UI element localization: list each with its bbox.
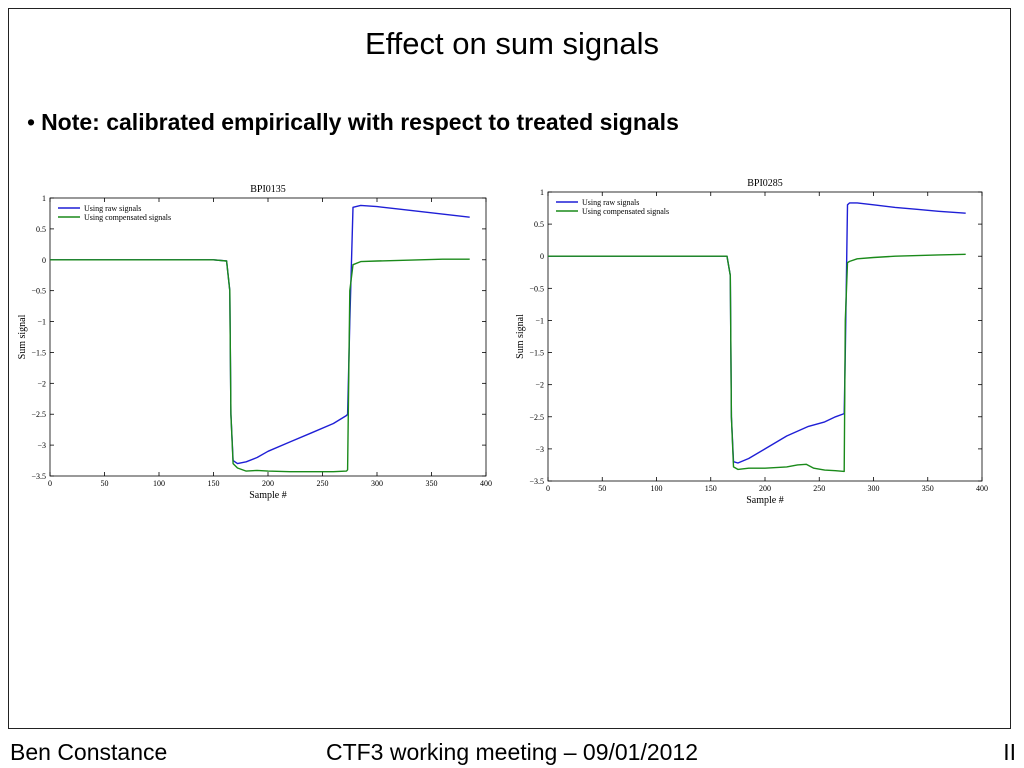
plot-axes-box — [49, 197, 487, 477]
y-tick-label: 1 — [540, 188, 544, 197]
y-tick-label: −3 — [535, 445, 544, 454]
y-tick-label: 0.5 — [36, 225, 46, 234]
x-tick-label: 0 — [48, 479, 52, 488]
x-tick-label: 350 — [426, 479, 438, 488]
x-axis-label: Sample # — [249, 490, 287, 501]
x-tick-label: 50 — [101, 479, 109, 488]
bullet-note: • Note: calibrated empirically with respe… — [27, 109, 679, 136]
x-tick-label: 300 — [371, 479, 383, 488]
y-tick-label: −1.5 — [31, 348, 46, 357]
y-tick-label: −3.5 — [529, 477, 544, 486]
series-line-compensated — [548, 253, 966, 473]
x-tick-label: 250 — [813, 484, 825, 493]
slide-title: Effect on sum signals — [364, 26, 660, 61]
chart-bpi0285: 0 50 100 150 200 250 300 350 400 1 0.5 0 −0.5 −1 −1.5 −… — [515, 178, 988, 506]
legend-label: Using compensated signals — [84, 213, 171, 222]
legend-label: Using raw signals — [582, 198, 639, 207]
y-tick-label: −1 — [535, 316, 544, 325]
y-tick-label: 0 — [540, 252, 544, 261]
x-tick-label: 250 — [317, 479, 329, 488]
y-tick-label: −2.5 — [529, 413, 544, 422]
chart-title: BPI0285 — [747, 178, 783, 189]
y-tick-label: −1 — [37, 318, 46, 327]
footer-page-number: II — [1003, 739, 1016, 765]
y-tick-label: −3 — [37, 441, 46, 450]
y-axis-label: Sum signal — [17, 314, 28, 359]
bullet-text: Note: calibrated empirically with respec… — [41, 109, 679, 135]
x-tick-label: 400 — [976, 484, 988, 493]
chart-title: BPI0135 — [250, 184, 286, 195]
x-tick-label: 400 — [480, 479, 492, 488]
x-tick-label: 150 — [705, 484, 717, 493]
x-tick-label: 200 — [262, 479, 274, 488]
y-tick-label: −0.5 — [529, 284, 544, 293]
y-tick-label: −2.5 — [31, 410, 46, 419]
slide-frame — [8, 8, 1011, 729]
y-axis-label: Sum signal — [515, 314, 526, 359]
legend-label: Using raw signals — [84, 204, 141, 213]
y-tick-label: −0.5 — [31, 287, 46, 296]
bullet-dot: • — [27, 109, 36, 135]
y-tick-label: −1.5 — [529, 349, 544, 358]
y-tick-label: 0.5 — [534, 220, 544, 229]
x-tick-label: 100 — [153, 479, 165, 488]
chart-bpi0135: 0 50 100 150 200 250 300 350 400 1 0.5 0 −0.5 −1 −1.5 −… — [17, 184, 492, 501]
legend-label: Using compensated signals — [582, 207, 669, 216]
x-tick-label: 300 — [868, 484, 880, 493]
x-tick-label: 100 — [651, 484, 663, 493]
x-tick-label: 200 — [759, 484, 771, 493]
series-line-raw — [50, 204, 470, 465]
series-line-compensated — [50, 258, 470, 473]
x-tick-label: 150 — [208, 479, 220, 488]
x-tick-label: 350 — [922, 484, 934, 493]
y-tick-label: −2 — [535, 381, 544, 390]
x-tick-label: 0 — [546, 484, 550, 493]
footer-meeting: CTF3 working meeting – 09/01/2012 — [325, 739, 699, 765]
x-tick-label: 50 — [598, 484, 606, 493]
y-tick-label: −3.5 — [31, 472, 46, 481]
footer-author: Ben Constance — [10, 739, 168, 765]
y-tick-label: 0 — [42, 256, 46, 265]
y-tick-label: 1 — [42, 194, 46, 203]
plot-axes-box — [547, 191, 983, 482]
y-tick-label: −2 — [37, 379, 46, 388]
series-line-raw — [548, 202, 966, 464]
x-axis-label: Sample # — [746, 495, 784, 506]
